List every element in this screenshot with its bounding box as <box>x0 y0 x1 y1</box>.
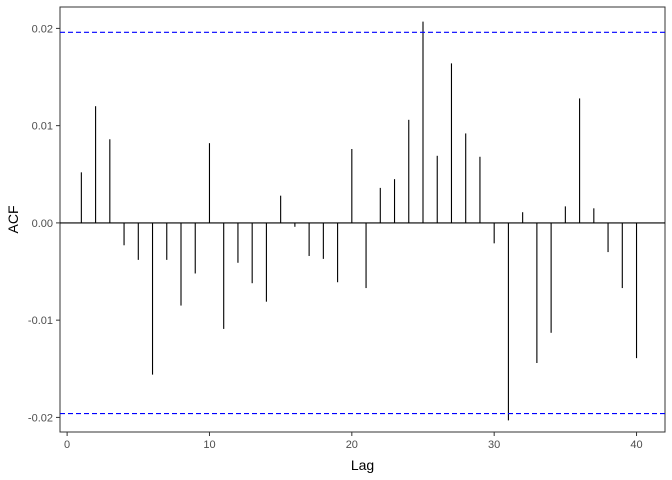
acf-bars <box>80 21 638 421</box>
x-tick-label: 0 <box>64 439 70 451</box>
y-tick-label: -0.01 <box>28 315 53 327</box>
y-tick-label: -0.02 <box>28 412 53 424</box>
x-axis-title: Lag <box>351 457 374 473</box>
y-axis: -0.02 -0.01 0.00 0.01 0.02 <box>28 23 60 424</box>
y-tick-label: 0.01 <box>32 121 53 133</box>
x-tick-label: 40 <box>630 439 642 451</box>
plot-panel <box>59 6 666 433</box>
x-tick-label: 10 <box>203 439 215 451</box>
x-tick-label: 30 <box>488 439 500 451</box>
x-axis: 0 10 20 30 40 <box>64 432 643 451</box>
y-tick-label: 0.00 <box>32 218 53 230</box>
x-tick-label: 20 <box>346 439 358 451</box>
y-axis-title: ACF <box>5 206 21 234</box>
y-tick-label: 0.02 <box>32 23 53 35</box>
